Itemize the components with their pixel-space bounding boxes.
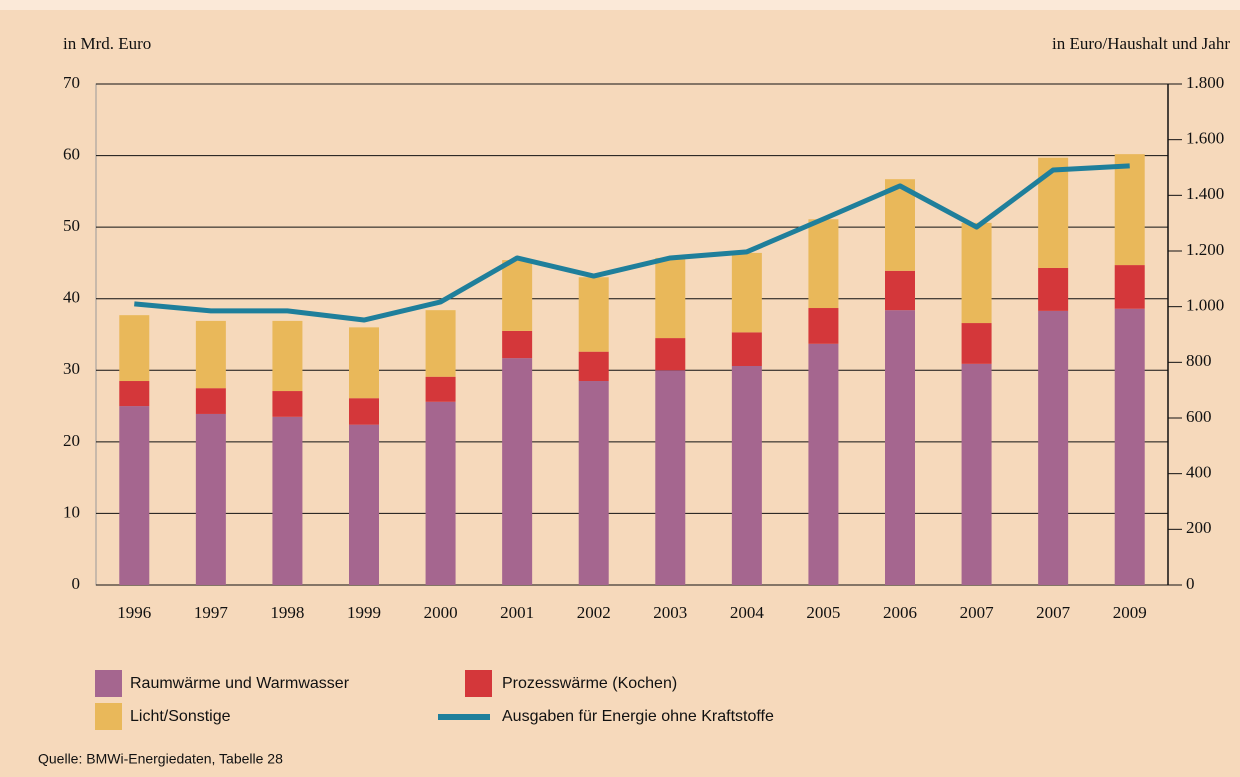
bar-segment — [195, 388, 226, 414]
bar-segment — [961, 222, 992, 324]
bar-segment — [272, 416, 303, 585]
x-tick-label: 2005 — [806, 603, 840, 622]
y-tick-label: 10 — [63, 502, 80, 521]
bar-segment — [655, 257, 686, 339]
legend-label: Licht/Sonstige — [130, 708, 231, 725]
bar-segment — [578, 351, 609, 382]
bar-segment — [502, 260, 533, 331]
y2-tick-label: 1.000 — [1186, 296, 1224, 315]
legend-label: Raumwärme und Warmwasser — [130, 675, 350, 692]
line-series — [134, 163, 1130, 323]
x-tick-label: 2007 — [1036, 603, 1071, 622]
bar-segment — [1114, 308, 1145, 585]
bar-segment — [885, 310, 915, 585]
legend-swatch — [465, 670, 492, 697]
bar-segment — [885, 270, 915, 311]
bar-segment — [349, 327, 379, 399]
legend-swatch — [95, 703, 122, 730]
y2-tick-label: 200 — [1186, 518, 1212, 537]
y2-tick-label: 1.800 — [1186, 73, 1224, 92]
x-tick-label: 2000 — [424, 603, 458, 622]
bar-segment — [655, 338, 686, 371]
bar-segment — [1114, 154, 1145, 266]
bar-segment — [425, 401, 456, 585]
bar-segment — [961, 323, 992, 364]
y2-tick-label: 400 — [1186, 463, 1212, 482]
bar-segment — [272, 320, 303, 392]
x-tick-label: 1997 — [194, 603, 229, 622]
source: Quelle: BMWi-Energiedaten, Tabelle 28 — [38, 751, 283, 767]
bar-segment — [272, 391, 303, 417]
bar-segment — [195, 320, 226, 389]
bar-segment — [731, 252, 762, 333]
bar-segment — [578, 381, 609, 585]
x-tick-label: 1999 — [347, 603, 381, 622]
x-tick-label: 2009 — [1113, 603, 1147, 622]
x-tick-label: 2006 — [883, 603, 917, 622]
bar-segment — [578, 277, 609, 352]
bar-segment — [195, 413, 226, 585]
y-tick-label: 70 — [63, 73, 80, 92]
y-tick-label: 0 — [72, 574, 81, 593]
bar-segment — [502, 330, 533, 359]
y2-axis-label: in Euro/Haushalt und Jahr — [1052, 34, 1230, 53]
bar-segment — [808, 219, 839, 309]
bar-segment — [425, 376, 456, 402]
y2-tick-label: 1.600 — [1186, 129, 1224, 148]
bar-segment — [808, 308, 839, 344]
bar-segment — [119, 315, 150, 382]
legend-label: Ausgaben für Energie ohne Kraftstoffe — [502, 708, 774, 725]
x-tick-label: 2001 — [500, 603, 534, 622]
x-tick-label: 1996 — [117, 603, 151, 622]
bar-segment — [349, 398, 379, 425]
bar-segment — [808, 343, 839, 585]
y2-tick-label: 800 — [1186, 351, 1212, 370]
bar-segment — [885, 179, 915, 271]
bar-segment — [119, 381, 150, 407]
bar-segment — [1038, 157, 1069, 268]
x-tick-label: 1998 — [270, 603, 304, 622]
y2-tick-label: 0 — [1186, 574, 1195, 593]
y-tick-label: 60 — [63, 144, 80, 163]
y2-tick-label: 600 — [1186, 407, 1212, 426]
y2-tick-label: 1.200 — [1186, 240, 1224, 259]
y2-tick-label: 1.400 — [1186, 184, 1224, 203]
bar-segment — [1038, 310, 1069, 585]
top-band — [0, 0, 1240, 10]
bar-segment — [349, 424, 379, 585]
bar-segment — [1114, 265, 1145, 309]
y-axis-label: in Mrd. Euro — [63, 34, 151, 53]
bar-segment — [425, 310, 456, 377]
bar-segment — [731, 365, 762, 585]
legend-swatch — [95, 670, 122, 697]
y-tick-label: 20 — [63, 431, 80, 450]
y-tick-label: 40 — [63, 288, 80, 307]
legend-label: Prozesswärme (Kochen) — [502, 675, 677, 692]
plot-frame — [95, 83, 1169, 586]
bar-segment — [655, 370, 686, 585]
x-tick-label: 2003 — [653, 603, 687, 622]
x-tick-label: 2007 — [960, 603, 995, 622]
y-tick-label: 30 — [63, 359, 80, 378]
x-tick-label: 2002 — [577, 603, 611, 622]
y-tick-label: 50 — [63, 216, 80, 235]
bar-segment — [502, 358, 533, 585]
bar-segment — [119, 406, 150, 585]
bar-segment — [731, 332, 762, 366]
bar-segment — [961, 363, 992, 585]
bar-segment — [1038, 267, 1069, 311]
x-tick-label: 2004 — [730, 603, 765, 622]
